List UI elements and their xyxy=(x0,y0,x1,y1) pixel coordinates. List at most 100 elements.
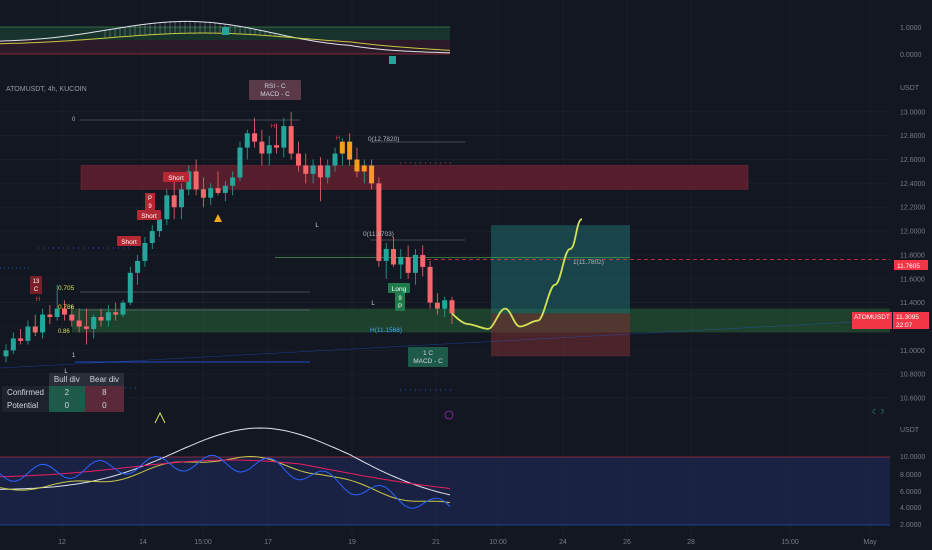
candle xyxy=(405,245,411,279)
annotations: RSI - C MACD - C 1 C MACD - C Short Short … xyxy=(30,80,604,424)
candle xyxy=(135,254,141,285)
candle xyxy=(288,111,294,160)
fib-0-top-label: 0 xyxy=(72,117,76,123)
bottom-tick-2: 8.0000 xyxy=(900,472,922,479)
rsi-macd-label: RSI - C MACD - C xyxy=(260,83,290,98)
top-tick-2: 0.0000 xyxy=(900,52,922,59)
bottom-tick-3: 6.0000 xyxy=(900,489,922,496)
table-corner xyxy=(2,373,49,386)
table-header-bull: Bull div xyxy=(48,373,85,386)
candle xyxy=(178,183,184,220)
fib-786-label: 0.786 xyxy=(58,304,75,311)
y-tick-label: 10.6000 xyxy=(900,396,925,403)
time-axis[interactable]: 12 14 15:00 17 19 21 10:00 24 26 28 15:00 May xyxy=(58,539,877,546)
candle xyxy=(18,328,24,345)
macd-bottom-label: 1 C MACD - C xyxy=(413,350,443,365)
candle xyxy=(40,308,46,339)
l-label-1: L xyxy=(64,369,68,375)
l-label-3: L xyxy=(371,301,375,307)
bottom-tick-4: 4.0000 xyxy=(900,505,922,512)
y-tick-label: 12.0000 xyxy=(900,229,925,236)
candle xyxy=(361,159,367,184)
symbol-title: ATOMUSDT, 4h, KUCOIN xyxy=(6,86,87,93)
candle xyxy=(259,129,265,166)
candle xyxy=(61,300,67,321)
candle xyxy=(230,171,236,196)
candle xyxy=(369,159,375,190)
fib-0-2-label: 0(11.9703) xyxy=(363,231,394,238)
candle xyxy=(222,180,228,202)
candle xyxy=(412,248,418,285)
long-stop-zone xyxy=(491,313,630,357)
candle xyxy=(339,138,345,166)
table-row: Confirmed 2 8 xyxy=(2,386,125,399)
candle xyxy=(10,332,16,354)
candle xyxy=(281,117,287,158)
candle xyxy=(127,266,133,306)
fib-705-label: 0.705 xyxy=(58,285,75,292)
fib-1-label: 1 xyxy=(72,353,76,359)
candle xyxy=(391,237,397,267)
price-badge-value-bg xyxy=(893,312,929,329)
table-cell-bear: 0 xyxy=(84,399,125,412)
top-marker-green xyxy=(222,27,229,35)
price-badge-value: 11.3095 xyxy=(896,314,919,321)
h-label-2: H xyxy=(271,124,275,130)
top-oscillator-panel xyxy=(0,20,451,64)
warning-icon xyxy=(214,214,222,222)
y-tick-label: 12.4000 xyxy=(900,181,925,188)
fib-0-1-label: 0(12.7820) xyxy=(368,136,399,143)
candle xyxy=(420,245,426,277)
x-tick-label: 28 xyxy=(687,539,695,546)
candle xyxy=(449,296,455,325)
fib-886-label: 0.86 xyxy=(58,329,70,335)
y-tick-label: 13.0000 xyxy=(900,109,925,116)
currency-label: USDT xyxy=(900,85,920,92)
x-tick-label: 15:00 xyxy=(781,539,799,546)
candle xyxy=(76,308,82,333)
trend-line xyxy=(0,319,891,369)
price-axis[interactable]: 13.0000 12.8000 12.6000 12.4000 12.2000 12.00… xyxy=(900,109,925,402)
candle xyxy=(244,129,250,160)
candle xyxy=(325,159,331,184)
candle xyxy=(200,177,206,208)
candle xyxy=(120,300,126,317)
projection-curve xyxy=(451,218,583,330)
long-target-zone xyxy=(491,225,630,314)
y-tick-label: 10.8000 xyxy=(900,372,925,379)
divergence-table: Bull div Bear div Confirmed 2 8 Potentia… xyxy=(2,373,125,412)
y-tick-label: 11.6000 xyxy=(900,276,925,283)
candle xyxy=(25,320,31,345)
candle xyxy=(252,117,258,148)
long-label: Long xyxy=(392,286,407,293)
y-tick-label: 11.0000 xyxy=(900,348,925,355)
x-tick-label: 14 xyxy=(139,539,147,546)
candle xyxy=(317,157,323,202)
theme-toggle-icon[interactable]: ☾☽ xyxy=(872,408,885,416)
top-marker-green-2 xyxy=(389,56,396,64)
candle xyxy=(354,147,360,178)
candle xyxy=(266,135,272,166)
x-tick-label: 15:00 xyxy=(194,539,212,546)
candle xyxy=(91,314,97,339)
x-tick-label: 24 xyxy=(559,539,567,546)
candle xyxy=(347,133,353,166)
candle xyxy=(32,314,38,337)
osc-blue-line xyxy=(0,454,451,509)
x-tick-label: May xyxy=(863,539,877,546)
candle xyxy=(303,153,309,184)
y-tick-label: 12.8000 xyxy=(900,133,925,140)
candle xyxy=(69,305,75,327)
candle xyxy=(171,177,177,220)
short-label-2: Short xyxy=(141,213,157,220)
top-white-line xyxy=(0,20,451,54)
table-row-label: Confirmed xyxy=(2,386,49,399)
red-line-badge xyxy=(894,260,928,270)
candle xyxy=(442,296,448,317)
bottom-tick-5: 2.0000 xyxy=(900,522,922,529)
candle xyxy=(383,243,389,279)
fib-0-3-label: 1(11.7802) xyxy=(573,259,604,266)
candle xyxy=(310,159,316,184)
